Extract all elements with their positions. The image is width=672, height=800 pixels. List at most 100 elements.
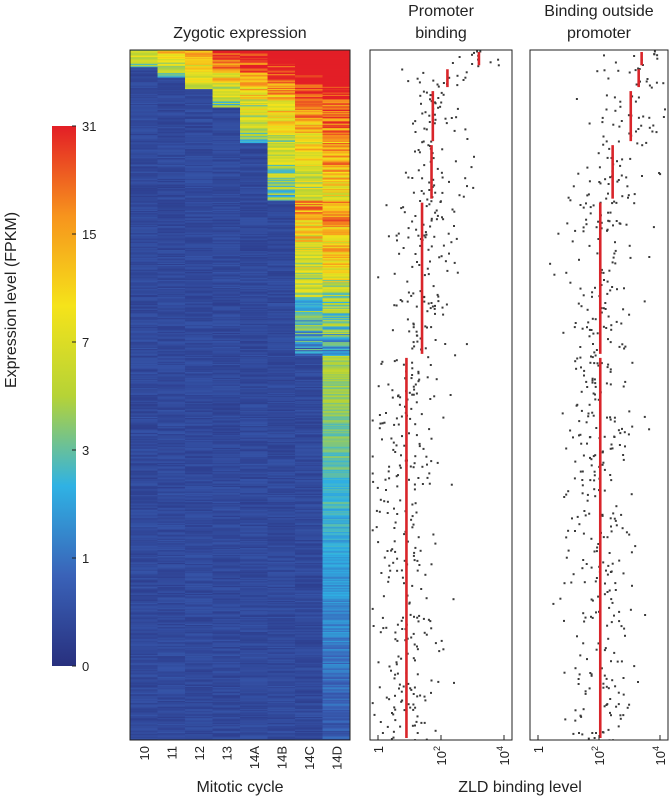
heatmap-cell	[185, 664, 213, 666]
heatmap-cell	[157, 458, 186, 460]
heatmap-cell	[322, 442, 351, 444]
heatmap-cell	[157, 527, 186, 529]
heatmap-cell	[295, 436, 323, 438]
heatmap-cell	[212, 582, 241, 584]
heatmap-cell	[157, 345, 186, 348]
heatmap-cell	[322, 567, 351, 570]
heatmap-cell	[185, 713, 213, 716]
heatmap-cell	[130, 238, 158, 241]
heatmap-cell	[267, 697, 296, 699]
heatmap-cell	[212, 715, 241, 718]
heatmap-cell	[240, 266, 268, 268]
heatmap-cell	[185, 251, 213, 253]
heatmap-cell	[295, 163, 323, 166]
heatmap-cell	[185, 98, 213, 100]
heatmap-cell	[267, 649, 296, 651]
heatmap-cell	[185, 320, 213, 322]
heatmap-cell	[240, 269, 268, 272]
heatmap-cell	[322, 306, 351, 308]
heatmap-cell	[322, 705, 351, 708]
heatmap-cell	[212, 246, 241, 249]
heatmap-cell	[157, 598, 186, 601]
heatmap-cell	[185, 645, 213, 648]
heatmap-cell	[322, 155, 351, 158]
promoter-point	[453, 129, 456, 132]
heatmap-cell	[267, 136, 296, 138]
heatmap-cell	[130, 478, 158, 481]
heatmap-cell	[295, 273, 323, 275]
heatmap-cell	[212, 276, 241, 279]
heatmap-cell	[130, 217, 158, 220]
heatmap-cell	[157, 592, 186, 595]
heatmap-cell	[322, 307, 351, 310]
heatmap-cell	[130, 98, 158, 100]
heatmap-cell	[240, 700, 268, 703]
heatmap-cell	[157, 395, 186, 397]
promoter-point	[464, 128, 467, 131]
heatmap-cell	[212, 714, 241, 717]
heatmap-cell	[322, 497, 351, 499]
heatmap-cell	[240, 257, 268, 259]
heatmap-cell	[130, 679, 158, 681]
heatmap-cell	[212, 307, 241, 310]
heatmap-cell	[212, 573, 241, 575]
heatmap-cell	[130, 687, 158, 689]
heatmap-cell	[240, 460, 268, 463]
heatmap-cell	[322, 533, 351, 535]
heatmap-cell	[185, 631, 213, 634]
heatmap-cell	[130, 595, 158, 597]
heatmap-cell	[267, 437, 296, 440]
heatmap-cell	[240, 354, 268, 357]
heatmap-cell	[212, 177, 241, 180]
heatmap-cell	[212, 626, 241, 628]
heatmap-cell	[322, 58, 351, 60]
heatmap-cell	[157, 405, 186, 407]
heatmap-cell	[130, 219, 158, 221]
heatmap-cell	[157, 694, 186, 696]
heatmap-cell	[267, 691, 296, 694]
heatmap-cell	[185, 64, 213, 67]
heatmap-cell	[295, 677, 323, 680]
heatmap-cell	[295, 707, 323, 710]
heatmap-cell	[212, 332, 241, 335]
heatmap-cell	[185, 76, 213, 78]
heatmap-cell	[240, 366, 268, 368]
heatmap-cell	[185, 485, 213, 488]
heatmap-cell	[157, 201, 186, 204]
heatmap-cell	[267, 565, 296, 567]
heatmap-cell	[157, 397, 186, 399]
heatmap-cell	[295, 244, 323, 246]
heatmap-cell	[295, 56, 323, 59]
heatmap-cell	[185, 148, 213, 151]
heatmap-cell	[322, 697, 351, 699]
heatmap-cell	[240, 96, 268, 98]
heatmap-cell	[185, 621, 213, 624]
heatmap-cell	[267, 246, 296, 249]
heatmap-cell	[130, 497, 158, 499]
heatmap-cell	[240, 169, 268, 172]
heatmap-cell	[267, 332, 296, 335]
heatmap-cell	[157, 60, 186, 62]
heatmap-cell	[212, 603, 241, 605]
heatmap-cell	[157, 62, 186, 65]
heatmap-cell	[212, 335, 241, 337]
promoter-point	[401, 68, 404, 71]
heatmap-cell	[212, 622, 241, 625]
heatmap-cell	[212, 261, 241, 264]
heatmap-cell	[185, 536, 213, 538]
heatmap-cell	[240, 388, 268, 390]
heatmap-cell	[267, 322, 296, 325]
heatmap-cell	[322, 115, 351, 118]
promoter-point	[464, 76, 467, 79]
heatmap-cell	[212, 566, 241, 568]
heatmap-cell	[130, 472, 158, 474]
heatmap-cell	[212, 691, 241, 694]
heatmap-cell	[240, 516, 268, 519]
heatmap-cell	[157, 556, 186, 558]
heatmap-cell	[157, 668, 186, 671]
heatmap-cell	[157, 359, 186, 361]
heatmap-cell	[130, 681, 158, 683]
heatmap-cell	[130, 357, 158, 359]
heatmap-cell	[212, 137, 241, 139]
heatmap-cell	[295, 639, 323, 642]
